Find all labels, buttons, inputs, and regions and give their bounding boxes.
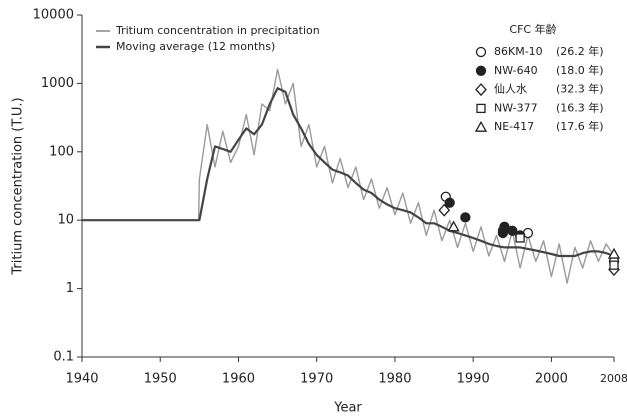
y-tick-label: 100 — [49, 144, 74, 159]
line — [82, 87, 615, 258]
line — [82, 68, 615, 284]
legend-label: NW-640 — [494, 64, 538, 77]
legend-marker — [474, 120, 488, 132]
legend-marker — [475, 65, 487, 76]
y-tick-label: 1 — [66, 281, 74, 296]
x-tick-label: 1940 — [65, 372, 98, 387]
y-tick-label: 10000 — [33, 8, 74, 23]
legend-label: 仙人水 — [494, 83, 527, 96]
legend-age: (16.3 年) — [556, 100, 604, 114]
x-tick-label: 1960 — [222, 372, 255, 387]
legend-age: (32.3 年) — [556, 82, 604, 96]
point — [607, 247, 621, 259]
legend-marker — [475, 83, 487, 97]
y-tick-label: 1000 — [41, 76, 74, 91]
x-tick-label: 2008 — [600, 372, 627, 385]
legend-age: (26.2 年) — [556, 44, 604, 58]
point — [438, 203, 451, 217]
x-tick-label: 2000 — [535, 372, 568, 387]
y-tick-label: 0.1 — [53, 350, 74, 365]
x-tick-label: 1970 — [300, 372, 333, 387]
legend-label: Tritium concentration in precipitation — [115, 24, 320, 37]
legend-label: NW-377 — [494, 101, 538, 114]
y-tick-label: 10 — [57, 213, 74, 228]
legend-marker — [475, 46, 487, 58]
x-tick-label: 1990 — [457, 372, 490, 387]
x-tick-label: 1980 — [378, 372, 411, 387]
legend-label: NE-417 — [494, 120, 534, 133]
legend-age: (18.0 年) — [556, 63, 604, 77]
legend-marker — [476, 103, 486, 114]
point — [507, 225, 518, 236]
y-axis-label: Tritium concentration (T.U.) — [11, 97, 26, 275]
point — [515, 233, 525, 243]
legend-label: 86KM-10 — [494, 45, 543, 58]
legend-label: Moving average (12 months) — [116, 40, 275, 53]
legend-age: (17.6 年) — [556, 119, 604, 133]
x-tick-label: 1950 — [144, 372, 177, 387]
point — [499, 221, 510, 232]
point — [444, 197, 455, 208]
legend-title: CFC 年齢 — [509, 22, 556, 36]
point — [460, 212, 471, 223]
point — [609, 260, 619, 270]
x-axis-label: Year — [333, 401, 362, 416]
point — [447, 220, 460, 232]
